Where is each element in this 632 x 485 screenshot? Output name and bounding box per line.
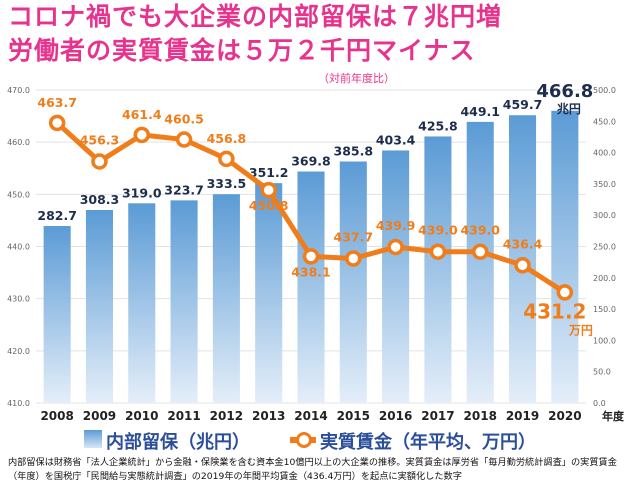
x-tick-label: 2015 — [337, 409, 370, 423]
right-axis-tick-label: 0.0 — [593, 399, 606, 408]
right-axis-tick-label: 450.0 — [593, 117, 616, 126]
line-point — [48, 114, 66, 132]
legend-bar-label: 内部留保（兆円） — [106, 432, 250, 453]
line-point — [302, 248, 320, 265]
right-axis-tick-label: 350.0 — [593, 180, 616, 189]
line-value-label: 460.5 — [164, 112, 204, 127]
x-tick-label: 2014 — [294, 409, 327, 423]
bar — [424, 136, 452, 403]
legend-line-label: 実質賃金（年平均、万円） — [320, 432, 536, 453]
line-unit-label: 万円 — [568, 323, 593, 337]
bar-value-label: 323.7 — [164, 182, 204, 197]
line-point — [345, 250, 362, 267]
line-value-label: 431.2 — [523, 299, 586, 323]
x-axis-unit: 年度 — [602, 409, 625, 423]
legend-bar-swatch — [84, 430, 102, 448]
right-axis-tick-label: 50.0 — [593, 368, 611, 377]
footnote: 内部留保は財務省「法人企業統計」から金融・保険業を含む資本金10億円以上の大企業… — [8, 457, 617, 482]
line-value-label: 438.1 — [291, 264, 331, 279]
x-tick-label: 2011 — [167, 409, 200, 423]
x-tick-label: 2012 — [210, 409, 243, 423]
line-value-label: 456.8 — [207, 131, 247, 146]
bar-value-label: 351.2 — [249, 165, 289, 180]
line-point — [556, 284, 574, 301]
chart-legend: 内部留保（兆円） 実質賃金（年平均、万円） — [0, 428, 632, 453]
x-tick-label: 2018 — [464, 409, 497, 423]
bar — [255, 183, 283, 403]
combo-chart: 410.0 420.0 430.0 440.0 450.0 460.0 470.0 0.0 50… — [7, 81, 625, 423]
x-tick-label: 2020 — [548, 409, 581, 423]
right-axis-tick-label: 400.0 — [593, 149, 616, 158]
line-value-label: 439.9 — [376, 218, 416, 233]
line-value-label: 439.0 — [460, 223, 500, 238]
bar — [297, 171, 325, 403]
left-axis-tick-label: 450.0 — [7, 190, 30, 199]
line-point — [429, 243, 447, 260]
line-point — [260, 181, 277, 199]
bar-value-label: 308.3 — [80, 192, 120, 207]
line-point — [387, 238, 404, 256]
bar-value-label: 369.8 — [291, 154, 331, 169]
bar — [128, 203, 156, 403]
chart-title-line2: 労働者の実質賃金は５万２千円マイナス — [8, 36, 476, 65]
line-point — [133, 126, 151, 144]
line-point — [175, 131, 193, 148]
bar — [43, 226, 71, 403]
left-axis-tick-label: 420.0 — [7, 347, 30, 356]
bar — [85, 210, 113, 403]
x-tick-label: 2010 — [125, 409, 158, 423]
chart-subtitle: （対前年度比） — [318, 72, 395, 85]
right-axis-tick-label: 100.0 — [593, 336, 616, 345]
bar — [212, 194, 240, 403]
line-point — [91, 153, 108, 170]
bar-value-label: 425.8 — [418, 118, 458, 133]
bar-value-label: 459.7 — [503, 97, 543, 112]
bar — [382, 150, 410, 403]
line-value-label: 461.4 — [122, 107, 162, 122]
right-axis-tick-label: 300.0 — [593, 211, 616, 220]
bar — [466, 121, 494, 403]
bar-value-label: 403.4 — [376, 132, 416, 147]
right-axis-tick-label: 200.0 — [593, 274, 616, 283]
right-axis-tick-label: 150.0 — [593, 305, 616, 314]
left-axis-tick-label: 430.0 — [7, 295, 30, 304]
x-tick-label: 2016 — [379, 409, 412, 423]
legend-line-marker — [296, 432, 312, 448]
left-axis-tick-label: 410.0 — [7, 399, 30, 408]
right-axis-tick-label: 250.0 — [593, 243, 616, 252]
x-tick-label: 2008 — [40, 409, 73, 423]
bar-unit-label: 兆円 — [557, 101, 581, 116]
line-value-label: 450.8 — [249, 198, 289, 213]
x-tick-label: 2009 — [83, 409, 116, 423]
right-axis-tick-label: 500.0 — [593, 86, 616, 95]
bar — [339, 161, 367, 403]
line-point — [514, 257, 531, 274]
bar-value-label: 466.8 — [536, 81, 593, 102]
line-value-label: 439.0 — [418, 223, 458, 238]
bar-value-label: 449.1 — [460, 104, 500, 119]
x-tick-label: 2019 — [506, 409, 539, 423]
left-axis-tick-label: 440.0 — [7, 243, 30, 252]
bar — [170, 200, 198, 403]
line-value-label: 437.7 — [334, 229, 374, 244]
bar-value-label: 333.5 — [207, 176, 247, 191]
x-tick-label: 2013 — [252, 409, 285, 423]
bar-value-label: 319.0 — [122, 185, 162, 200]
bar-value-label: 385.8 — [334, 143, 374, 158]
line-value-label: 463.7 — [37, 95, 77, 110]
line-value-label: 456.3 — [80, 132, 120, 147]
bar — [551, 110, 579, 403]
left-axis-tick-label: 470.0 — [7, 86, 30, 95]
bar-value-label: 282.7 — [37, 208, 77, 223]
left-axis-tick-label: 460.0 — [7, 138, 30, 147]
line-point — [471, 243, 489, 260]
line-point — [218, 150, 235, 168]
line-value-label: 436.4 — [503, 236, 543, 251]
x-tick-label: 2017 — [421, 409, 454, 423]
chart-title-line1: コロナ禍でも大企業の内部留保は７兆円増 — [8, 2, 503, 31]
